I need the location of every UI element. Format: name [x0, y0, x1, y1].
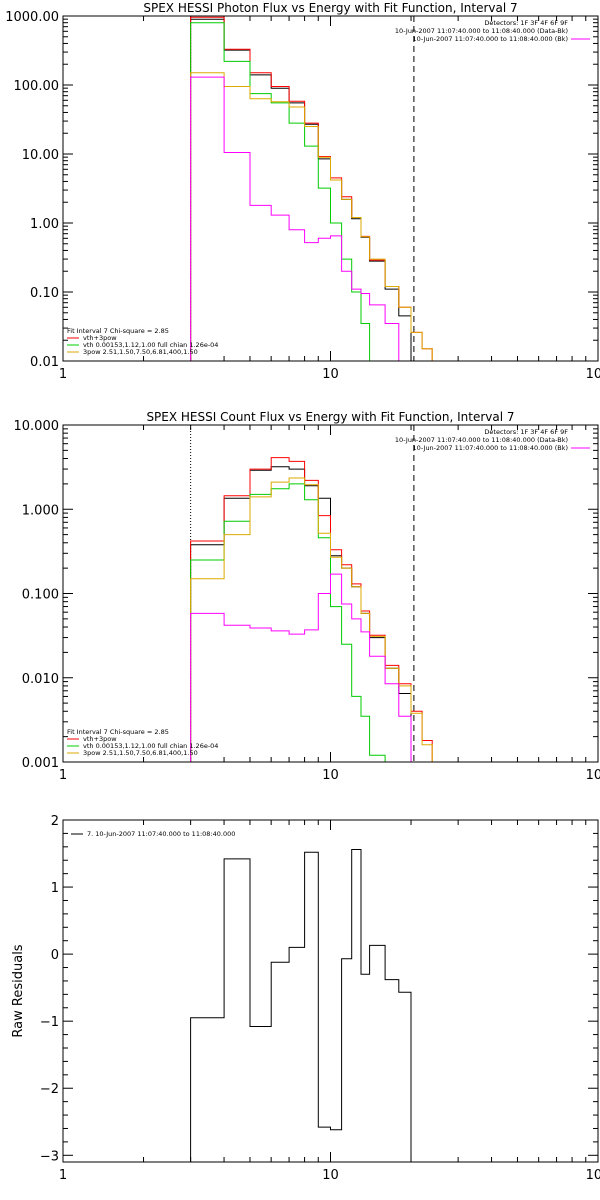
y-axis-label: Raw Residuals [11, 944, 26, 1037]
series-residuals [190, 849, 412, 1162]
header-line: 10-Jun-2007 11:07:40.000 to 11:08:40.000… [395, 27, 568, 35]
chart-panel-1: SPEX HESSI Photon Flux vs Energy with Fi… [5, 1, 600, 382]
x-tick-label: 10 [322, 768, 339, 783]
series-group [190, 849, 412, 1162]
plot-frame [62, 15, 599, 362]
y-tick-label: −2 [40, 1082, 59, 1097]
legend-label: 3pow 2.51,1.50,7.50,6.81,400,1.50 [83, 348, 198, 356]
header-line: 10-Jun-2007 11:07:40.000 to 11:08:40.000… [413, 444, 568, 452]
y-tick-label: 1.00 [30, 217, 59, 232]
y-tick-label: 0.100 [22, 588, 59, 603]
legend-title: Fit Interval 7 Chi-square = 2.85 [67, 728, 169, 736]
header-line: Detectors: 1F 3F 4F 6F 9F [484, 428, 568, 436]
chart-title: SPEX HESSI Photon Flux vs Energy with Fi… [143, 1, 517, 15]
y-tick-label: 0.010 [22, 672, 59, 687]
y-tick-label: −1 [40, 1015, 59, 1030]
header-line: Detectors: 1F 3F 4F 6F 9F [484, 19, 568, 27]
series-data [190, 466, 442, 762]
x-tick-label: 10 [322, 1168, 339, 1183]
chart-panel-2: SPEX HESSI Count Flux vs Energy with Fit… [14, 410, 600, 783]
y-tick-label: 1000.00 [5, 10, 59, 25]
y-tick-label: 10.000 [14, 419, 60, 434]
x-tick-label: 1 [59, 1168, 67, 1183]
x-tick-label: 100 [586, 367, 600, 382]
plot-frame [62, 424, 599, 763]
y-tick-label: 0 [51, 948, 59, 963]
series-background [190, 573, 442, 762]
y-tick-label: 100.00 [14, 79, 60, 94]
y-tick-label: 0.001 [22, 756, 59, 771]
x-tick-label: 100 [586, 1168, 600, 1183]
series-3pow [190, 477, 442, 762]
y-tick-label: 0.10 [30, 286, 59, 301]
series-group [190, 16, 442, 361]
chart-panel-3: 1 10 100 −3 −2 −1 0 1 2 Raw Residuals 7. 10-Jun-20… [11, 814, 600, 1183]
header-line: 10-Jun-2007 11:07:40.000 to 11:08:40.000… [395, 436, 568, 444]
series-group [190, 457, 442, 762]
series-data [190, 18, 442, 361]
series-vth [190, 483, 442, 762]
y-tick-label: −3 [40, 1149, 59, 1164]
header-line: 10-Jun-2007 11:07:40.000 to 11:08:40.000… [413, 35, 568, 43]
x-tick-label: 1 [59, 768, 67, 783]
legend-label: 7. 10-Jun-2007 11:07:40.000 to 11:08:40.… [87, 830, 235, 838]
y-tick-label: 2 [51, 814, 59, 829]
legend-label: 3pow 2.51,1.50,7.50,6.81,400,1.50 [83, 749, 198, 757]
legend-label: vth+3pow [83, 735, 117, 743]
legend-label: vth+3pow [83, 334, 117, 342]
legend-label: vth 0.00153,1.12,1.00 full chian 1.26e-0… [83, 341, 218, 349]
series-3pow [190, 72, 442, 361]
y-tick-label: 10.00 [22, 148, 59, 163]
legend-title: Fit Interval 7 Chi-square = 2.85 [67, 327, 169, 335]
series-background [190, 76, 442, 361]
x-tick-label: 10 [322, 367, 339, 382]
legend-label: vth 0.00153,1.12,1.00 full chian 1.26e-0… [83, 742, 218, 750]
x-tick-label: 1 [59, 367, 67, 382]
y-tick-label: 1 [51, 881, 59, 896]
plot-frame [62, 819, 599, 1163]
y-tick-label: 1.000 [22, 503, 59, 518]
chart-title: SPEX HESSI Count Flux vs Energy with Fit… [146, 410, 514, 424]
y-tick-label: 0.01 [30, 355, 59, 370]
x-tick-label: 100 [586, 768, 600, 783]
series-vth [190, 22, 442, 361]
series-vth+3pow [190, 457, 442, 762]
series-vth+3pow [190, 16, 442, 361]
